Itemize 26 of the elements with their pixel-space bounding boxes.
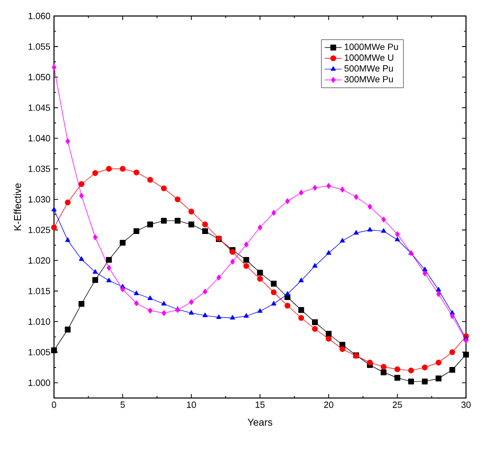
y-tick-label: 1.015 <box>28 288 50 294</box>
x-tick-label: 0 <box>52 402 56 408</box>
y-tick-label: 1.025 <box>28 226 50 234</box>
legend-label: 1000MWe Pu <box>344 44 398 50</box>
x-tick-label: 30 <box>461 402 471 408</box>
y-tick-label: 1.055 <box>28 43 50 50</box>
y-tick-label: 1.005 <box>28 348 50 356</box>
y-tick-label: 1.050 <box>28 74 50 80</box>
legend-label: 1000MWe U <box>344 54 394 61</box>
y-tick-label: 1.040 <box>28 135 50 142</box>
y-tick-label: 1.010 <box>28 318 50 325</box>
y-tick-label: 1.020 <box>28 257 50 264</box>
legend-label: 300MWe Pu <box>344 76 393 82</box>
y-tick-label: 1.045 <box>28 104 50 111</box>
x-tick-label: 15 <box>256 402 265 408</box>
y-tick-label: 1.060 <box>28 12 50 20</box>
x-tick-label: 5 <box>120 402 125 408</box>
x-tick-label: 10 <box>187 402 196 408</box>
x-axis-title: Years <box>248 418 272 426</box>
legend-label: 500MWe Pu <box>344 65 393 72</box>
y-axis-title: K-Effective <box>14 183 22 230</box>
x-tick-label: 20 <box>324 402 334 408</box>
y-tick-label: 1.000 <box>28 380 50 386</box>
y-tick-label: 1.035 <box>28 166 50 172</box>
y-tick-label: 1.030 <box>28 196 50 203</box>
x-tick-label: 25 <box>392 402 402 408</box>
